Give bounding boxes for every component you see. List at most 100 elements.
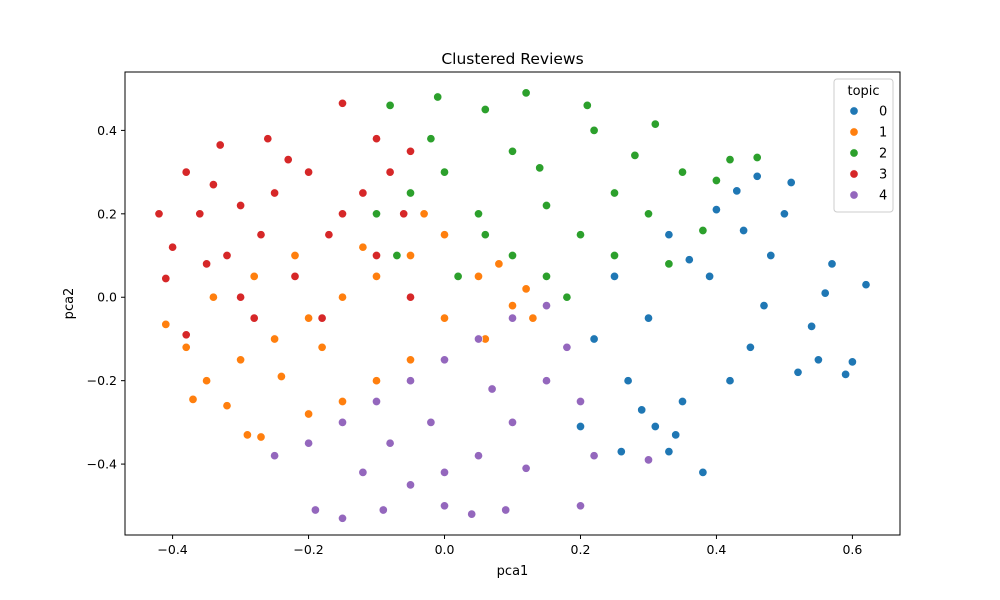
data-point: [290, 271, 300, 281]
x-tick-label: 0.6: [842, 542, 862, 557]
data-point: [385, 167, 395, 177]
data-point: [208, 292, 218, 302]
data-point: [630, 150, 640, 160]
data-point: [541, 376, 552, 386]
points-layer: [154, 88, 871, 523]
data-point: [385, 100, 395, 110]
data-point: [739, 225, 749, 236]
data-point: [358, 467, 368, 477]
legend-marker: [849, 190, 859, 200]
data-point: [405, 146, 416, 156]
data-point: [270, 188, 280, 198]
data-point: [283, 155, 293, 165]
data-point: [337, 209, 348, 219]
legend-marker: [849, 169, 859, 179]
data-point: [752, 152, 762, 163]
data-point: [820, 288, 830, 298]
data-point: [249, 313, 259, 323]
data-point: [337, 98, 348, 108]
x-tick-label: −0.2: [293, 542, 323, 557]
x-tick-label: 0.0: [435, 542, 455, 557]
data-point: [371, 271, 382, 281]
data-point: [188, 394, 198, 404]
data-point: [317, 313, 327, 323]
data-point: [405, 188, 416, 198]
y-tick-label: 0.4: [97, 123, 117, 138]
data-point: [453, 271, 463, 281]
x-tick-label: 0.2: [571, 542, 591, 557]
data-point: [779, 209, 789, 219]
data-point: [861, 280, 871, 290]
legend-box: [833, 78, 894, 213]
data-point: [813, 355, 823, 365]
data-point: [249, 271, 259, 281]
data-point: [276, 371, 286, 382]
data-point: [575, 230, 586, 240]
data-point: [195, 209, 205, 219]
data-point: [371, 134, 382, 144]
data-point: [582, 100, 592, 110]
data-point: [671, 430, 681, 440]
data-point: [242, 430, 252, 440]
data-point: [304, 167, 314, 177]
y-axis-label: pca2: [62, 288, 77, 320]
data-point: [371, 396, 382, 407]
data-point: [181, 342, 191, 352]
data-point: [480, 230, 490, 240]
data-point: [439, 230, 450, 240]
data-point: [405, 480, 416, 490]
data-point: [521, 463, 531, 473]
data-point: [337, 417, 348, 427]
data-point: [759, 301, 769, 311]
data-point: [256, 230, 266, 240]
data-point: [589, 125, 599, 135]
data-point: [698, 225, 708, 236]
data-point: [507, 146, 518, 156]
data-point: [473, 209, 484, 219]
data-point: [507, 417, 518, 427]
y-axis: −0.4 −0.2 0.0 0.2 0.4: [87, 123, 125, 472]
data-point: [317, 342, 327, 352]
data-point: [439, 355, 450, 365]
data-point: [705, 271, 715, 281]
data-point: [405, 292, 416, 302]
data-point: [684, 255, 694, 265]
data-point: [202, 259, 212, 269]
data-point: [827, 259, 837, 269]
data-point: [473, 271, 484, 281]
data-point: [222, 401, 232, 411]
y-tick-label: −0.4: [87, 457, 117, 472]
data-point: [236, 355, 246, 365]
data-point: [589, 334, 599, 344]
legend-label: 0: [879, 105, 887, 120]
data-point: [725, 376, 735, 386]
data-point: [541, 200, 552, 211]
x-tick-label: 0.4: [707, 542, 727, 557]
data-point: [419, 209, 429, 219]
data-point: [256, 432, 266, 442]
legend-marker: [849, 106, 859, 116]
legend-label: 1: [879, 126, 887, 141]
data-point: [304, 438, 314, 448]
data-point: [841, 369, 851, 379]
data-point: [494, 259, 504, 269]
data-point: [575, 501, 586, 511]
x-axis-label: pca1: [497, 564, 529, 579]
data-point: [290, 250, 300, 261]
plot-frame: [124, 71, 901, 536]
data-point: [337, 292, 348, 302]
y-tick-label: 0.2: [97, 206, 117, 221]
data-point: [433, 92, 443, 102]
y-tick-label: 0.0: [97, 290, 117, 305]
data-point: [371, 250, 382, 261]
data-point: [405, 355, 416, 365]
x-tick-label: −0.4: [157, 542, 187, 557]
data-point: [426, 417, 436, 427]
data-point: [521, 284, 531, 294]
data-point: [609, 250, 620, 261]
data-point: [439, 167, 450, 177]
data-point: [154, 209, 164, 219]
data-point: [793, 367, 803, 377]
data-point: [487, 384, 497, 394]
data-point: [711, 175, 721, 186]
